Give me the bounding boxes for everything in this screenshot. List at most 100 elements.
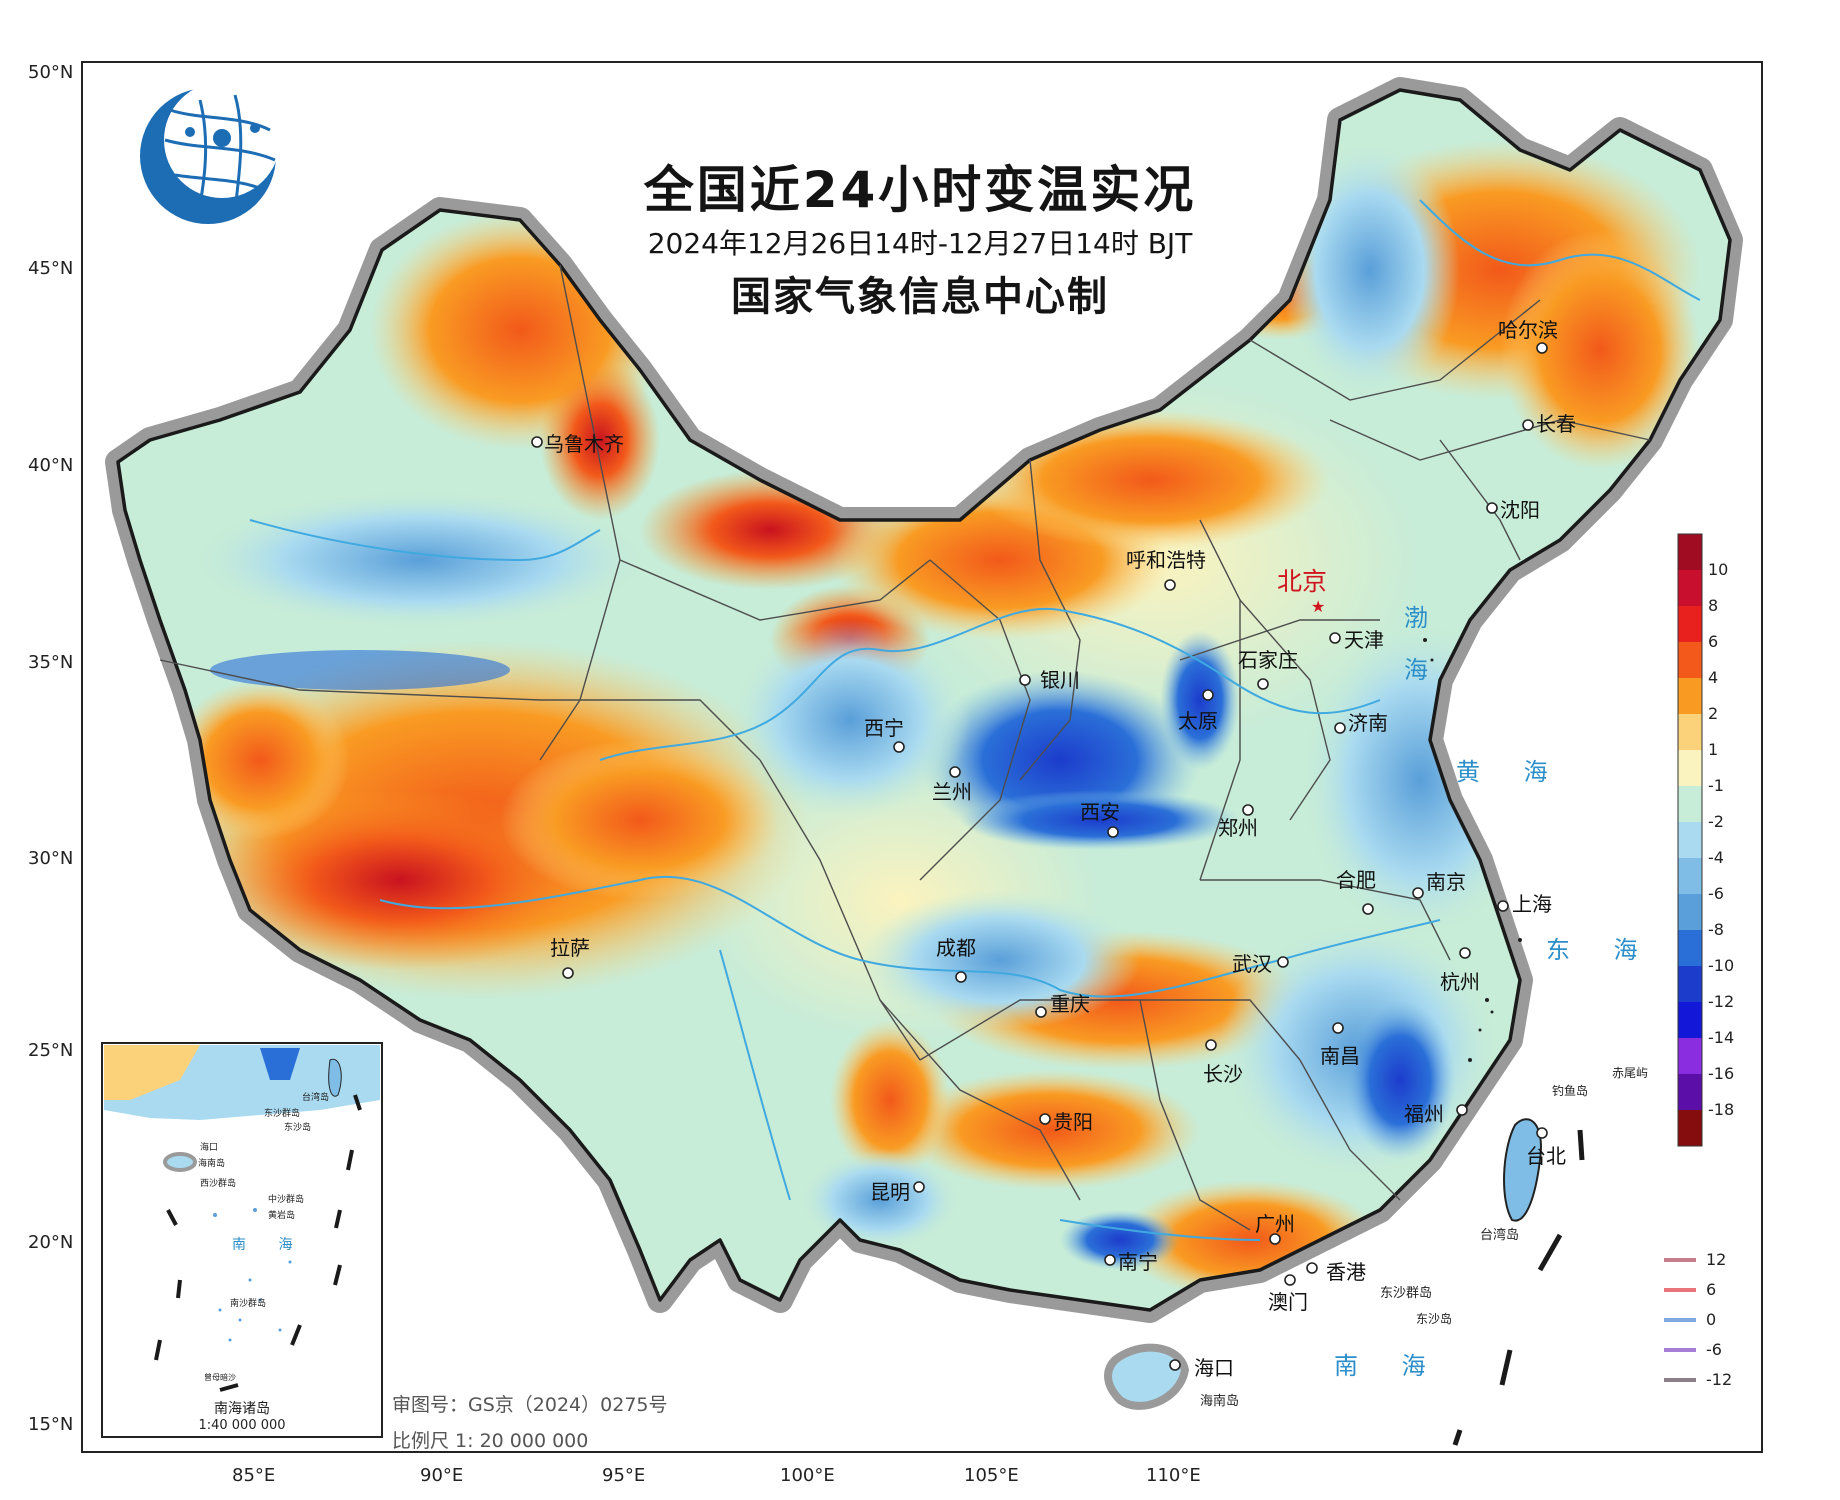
lat-label: 30°N [28,848,74,869]
colorbar-segment [1678,966,1702,1002]
colorbar-tick-label: -12 [1708,992,1735,1011]
city-label: 重庆 [1050,992,1090,1016]
capital-label: 北京 [1277,567,1328,596]
contour-legend-label: 12 [1706,1250,1727,1269]
place-label: 钓鱼岛 [1552,1084,1589,1098]
city-label: 长春 [1536,412,1576,436]
colorbar-tick-label: 6 [1708,632,1719,651]
coastline-islands [1423,638,1522,1122]
inset-label: 黄岩岛 [268,1211,296,1221]
lat-label: 25°N [28,1040,74,1061]
city-label: 香港 [1326,1260,1366,1284]
city-label: 成都 [936,936,976,960]
colorbar-tick-label: -14 [1708,1028,1735,1047]
colorbar-segment [1678,750,1702,786]
taiwan-island [1503,1118,1542,1222]
lat-label: 45°N [28,258,74,279]
city-label: 贵阳 [1053,1110,1093,1134]
city-label: 武汉 [1232,952,1272,976]
inset-label: 西沙群岛 [200,1179,237,1189]
colorbar-segment [1678,858,1702,894]
colorbar-tick-label: -16 [1708,1064,1735,1083]
sea-label: 海 [1404,656,1446,684]
hainan-island [1104,1343,1190,1410]
colorbar-tick-label: 8 [1708,596,1719,615]
inset-label: 曾母暗沙 [204,1373,236,1382]
capital-star-icon: ★ [1311,597,1325,616]
sea-label: 南 海 [1334,1352,1444,1380]
lat-label: 40°N [28,455,74,476]
lat-label: 50°N [28,62,74,83]
city-label: 石家庄 [1238,648,1298,672]
city-label: 郑州 [1218,816,1258,840]
lon-label: 90°E [420,1465,464,1486]
colorbar-segment [1678,930,1702,966]
colorbar-tick-label: -4 [1708,848,1724,867]
lat-label: 35°N [28,652,74,673]
inset-sea-label: 南 海 [232,1237,307,1253]
contour-legend-label: -6 [1706,1340,1722,1359]
inset-caption: 南海诸岛 [214,1401,270,1417]
inset-label: 东沙群岛 [264,1109,301,1119]
colorbar-tick-label: -10 [1708,956,1735,975]
map-period: 2024年12月26日14时-12月27日14时 BJT [647,227,1193,260]
colorbar-segment [1678,1110,1702,1146]
city-label: 西安 [1080,800,1120,824]
lat-label: 20°N [28,1232,74,1253]
sea-label: 黄 海 [1456,758,1566,786]
lon-label: 95°E [602,1465,646,1486]
colorbar-segment [1678,822,1702,858]
lon-label: 110°E [1146,1465,1201,1486]
colorbar-tick-label: -1 [1708,776,1724,795]
city-label: 呼和浩特 [1126,548,1206,572]
city-label: 合肥 [1336,868,1376,892]
colorbar-tick-label: -2 [1708,812,1724,831]
city-label: 南昌 [1320,1044,1360,1068]
contour-legend-label: 0 [1706,1310,1717,1329]
contour-legend-label: -12 [1706,1370,1733,1389]
lat-label: 15°N [28,1414,74,1435]
sea-label: 东 海 [1546,936,1656,964]
city-label: 长沙 [1203,1062,1243,1086]
inset-map [104,1045,380,1392]
place-label: 东沙群岛 [1380,1286,1433,1301]
colorbar-segment [1678,642,1702,678]
inset-label: 海南岛 [198,1159,226,1169]
inset-scale: 1:40 000 000 [198,1418,286,1433]
nine-dash-line [1452,1129,1585,1446]
place-label: 台湾岛 [1480,1228,1520,1243]
city-label: 杭州 [1440,970,1480,994]
city-label: 乌鲁木齐 [544,432,624,456]
city-label: 海口 [1194,1356,1234,1380]
city-label: 广州 [1255,1212,1295,1236]
colorbar-segment [1678,1074,1702,1110]
city-label: 沈阳 [1500,498,1540,522]
map-producer: 国家气象信息中心制 [731,274,1109,320]
place-label: 海南岛 [1200,1394,1240,1409]
city-label: 南宁 [1118,1250,1158,1274]
city-label: 昆明 [870,1180,910,1204]
colorbar-segment [1678,894,1702,930]
colorbar-segment [1678,678,1702,714]
map-title: 全国近24小时变温实况 [643,161,1197,219]
inset-label: 中沙群岛 [268,1195,305,1205]
city-label: 上海 [1512,892,1552,916]
colorbar [1677,533,1703,1147]
map-scale: 比例尺 1: 20 000 000 [392,1430,589,1452]
inset-label: 台湾岛 [302,1093,330,1103]
colorbar-segment [1678,570,1702,606]
place-label: 东沙岛 [1416,1312,1453,1326]
city-markers [531,342,1548,1371]
inset-label: 南沙群岛 [230,1299,267,1309]
city-label: 济南 [1348,711,1388,735]
lon-label: 100°E [780,1465,835,1486]
city-label: 台北 [1526,1144,1566,1168]
place-label: 赤尾屿 [1612,1066,1649,1080]
colorbar-tick-label: 10 [1708,560,1729,579]
city-label: 天津 [1344,628,1384,652]
province-boundaries [159,264,1651,1231]
colorbar-border [1677,533,1703,1147]
lon-label: 85°E [232,1465,276,1486]
colorbar-tick-label: -6 [1708,884,1724,903]
